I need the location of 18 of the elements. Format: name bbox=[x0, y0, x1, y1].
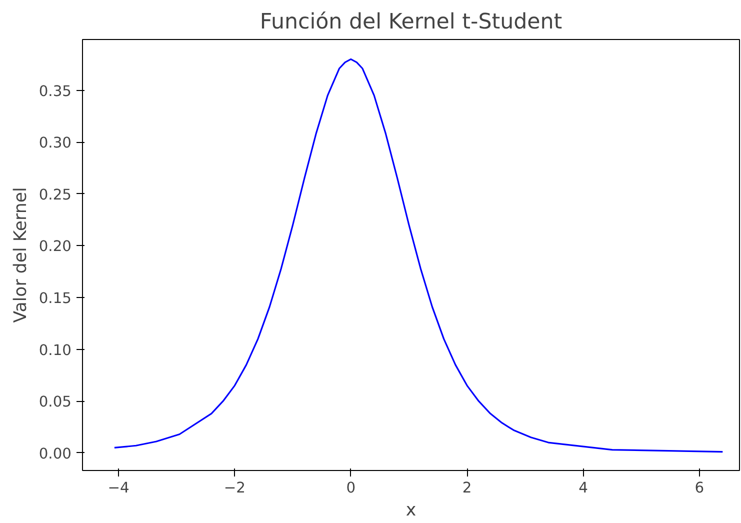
x-tick-label: −2 bbox=[224, 480, 246, 496]
line-series bbox=[114, 58, 724, 453]
y-tick-label: 0.10 bbox=[38, 342, 72, 359]
y-tick-label: 0.25 bbox=[38, 186, 72, 204]
chart-title: Función del Kernel t-Student bbox=[260, 10, 562, 34]
y-tick-label: 0.05 bbox=[38, 394, 72, 411]
y-tick-label: 0.15 bbox=[38, 290, 72, 307]
y-tick-label: 0.00 bbox=[38, 445, 72, 462]
x-tick-label: 6 bbox=[694, 480, 704, 496]
x-axis-title: x bbox=[406, 500, 416, 520]
x-tick-label: 4 bbox=[578, 480, 588, 496]
x-tick-label: 2 bbox=[462, 480, 472, 496]
x-tick-label: −4 bbox=[108, 480, 130, 496]
x-tick-label: 0 bbox=[346, 480, 356, 496]
y-tick-label: 0.20 bbox=[38, 238, 72, 256]
y-tick-label: 0.35 bbox=[38, 82, 72, 100]
y-axis-title: Valor del Kernel bbox=[10, 187, 31, 323]
y-tick-label: 0.30 bbox=[38, 134, 72, 152]
